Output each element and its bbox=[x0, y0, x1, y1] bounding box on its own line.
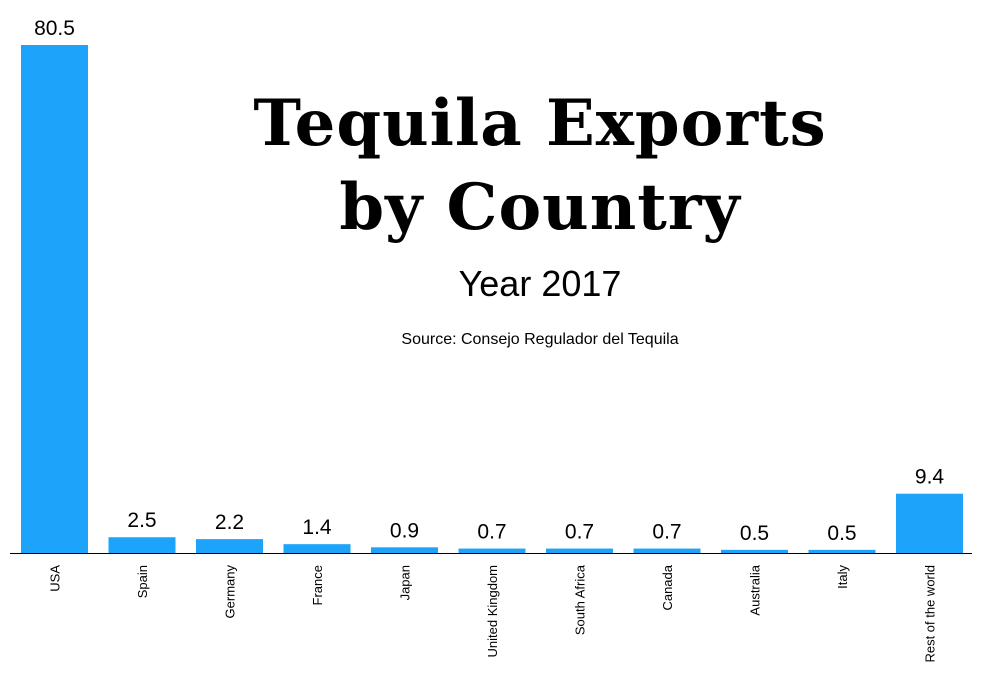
category-label-10: Rest of the world bbox=[923, 565, 938, 663]
value-label-4: 0.9 bbox=[390, 519, 419, 542]
bar-1 bbox=[108, 537, 176, 553]
chart-source: Source: Consejo Regulador del Tequila bbox=[401, 331, 679, 348]
category-label-8: Australia bbox=[748, 564, 763, 615]
title-block: Tequila Exports by Country Year 2017 Sou… bbox=[240, 82, 840, 350]
category-label-5: United Kingdom bbox=[485, 565, 500, 658]
value-label-2: 2.2 bbox=[215, 511, 244, 534]
value-label-9: 0.5 bbox=[827, 522, 856, 545]
value-label-0: 80.5 bbox=[34, 17, 75, 40]
value-label-1: 2.5 bbox=[127, 509, 156, 532]
value-label-7: 0.7 bbox=[652, 521, 681, 544]
category-label-2: Germany bbox=[223, 565, 238, 619]
category-label-1: Spain bbox=[135, 565, 150, 598]
bar-10 bbox=[896, 493, 963, 553]
bar-8 bbox=[721, 549, 788, 553]
bar-7 bbox=[633, 548, 701, 553]
chart-title-line-1: Tequila Exports bbox=[253, 86, 827, 161]
chart-title-line-2: by Country bbox=[339, 170, 741, 245]
value-label-6: 0.7 bbox=[565, 521, 594, 544]
bar-2 bbox=[196, 539, 263, 553]
bar-6 bbox=[546, 548, 613, 553]
value-label-10: 9.4 bbox=[915, 466, 945, 489]
value-label-8: 0.5 bbox=[740, 522, 769, 545]
category-label-6: South Africa bbox=[573, 564, 588, 635]
category-label-9: Italy bbox=[835, 565, 850, 589]
bar-4 bbox=[371, 547, 438, 553]
bar-9 bbox=[808, 549, 876, 553]
category-label-0: USA bbox=[48, 565, 63, 592]
value-label-5: 0.7 bbox=[477, 521, 506, 544]
category-label-3: France bbox=[310, 565, 325, 605]
bar-5 bbox=[458, 548, 526, 553]
category-label-4: Japan bbox=[398, 565, 413, 600]
chart-subtitle: Year 2017 bbox=[458, 263, 622, 304]
bar-3 bbox=[283, 544, 351, 553]
bar-0 bbox=[21, 45, 88, 553]
category-label-7: Canada bbox=[660, 564, 675, 610]
value-label-3: 1.4 bbox=[302, 516, 332, 539]
